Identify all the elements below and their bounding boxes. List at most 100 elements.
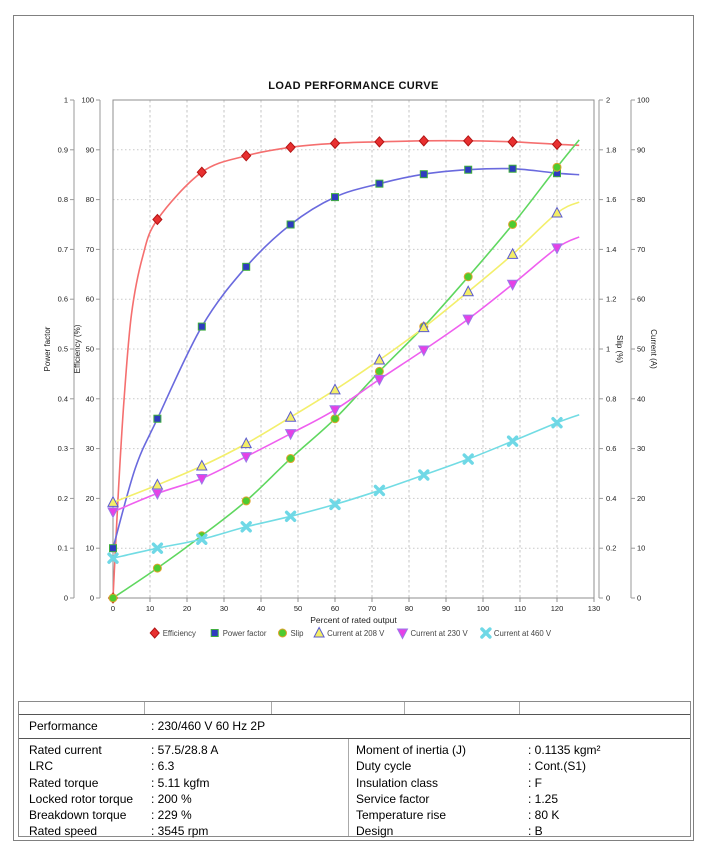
- row-label: Insulation class: [356, 775, 439, 790]
- svg-text:Power factor: Power factor: [43, 326, 52, 371]
- svg-text:0.8: 0.8: [606, 394, 616, 403]
- power-factor-axis: 0 0.1 0.2 0.3 0.4 0.5 0.6 0.7 0.8 0.9 1 Power facto…: [43, 96, 75, 603]
- series-power-factor: [109, 164, 580, 553]
- svg-text:70: 70: [637, 245, 645, 254]
- svg-text:100: 100: [81, 96, 94, 105]
- svg-text:0: 0: [111, 604, 115, 613]
- table-row: Rated current: 57.5/28.8 A: [29, 742, 347, 758]
- svg-text:1.6: 1.6: [606, 195, 616, 204]
- svg-text:120: 120: [551, 604, 564, 613]
- svg-text:0: 0: [64, 594, 68, 603]
- svg-text:0.2: 0.2: [58, 494, 68, 503]
- table-row: Temperature rise: 80 K: [356, 807, 686, 823]
- svg-text:20: 20: [637, 494, 645, 503]
- svg-text:100: 100: [637, 96, 650, 105]
- row-value: : 200 %: [151, 791, 192, 806]
- svg-text:40: 40: [86, 394, 94, 403]
- row-value: : 0.1135 kgm²: [528, 743, 601, 757]
- svg-text:1: 1: [606, 345, 610, 354]
- row-value: : B: [528, 824, 543, 839]
- page-border: [13, 15, 694, 841]
- row-value: : 229 %: [151, 808, 192, 823]
- svg-text:Current at 208 V: Current at 208 V: [327, 629, 385, 638]
- svg-text:80: 80: [405, 604, 413, 613]
- row-label: Duty cycle: [356, 759, 412, 774]
- row-value: : 1.25: [528, 791, 559, 806]
- spec-column-right: Moment of inertia (J): 0.1135 kgm² Duty …: [356, 742, 686, 840]
- row-label: Rated torque: [29, 775, 99, 790]
- svg-text:Current at 230 V: Current at 230 V: [411, 629, 469, 638]
- svg-text:0.3: 0.3: [58, 444, 68, 453]
- svg-text:Power factor: Power factor: [223, 629, 267, 638]
- svg-text:130: 130: [588, 604, 601, 613]
- table-row: Locked rotor torque: 200 %: [29, 791, 347, 807]
- table-row: Rated torque: 5.11 kgfm: [29, 775, 347, 791]
- row-label: LRC: [29, 759, 54, 774]
- svg-text:90: 90: [86, 145, 94, 154]
- series-current-at-230-v: [107, 236, 580, 519]
- plot-frame: [112, 99, 595, 599]
- svg-text:30: 30: [220, 604, 228, 613]
- svg-text:20: 20: [86, 494, 94, 503]
- svg-text:40: 40: [637, 394, 645, 403]
- svg-text:10: 10: [86, 544, 94, 553]
- svg-text:60: 60: [86, 295, 94, 304]
- svg-text:0.6: 0.6: [58, 295, 68, 304]
- svg-text:10: 10: [146, 604, 154, 613]
- series-current-at-208-v: [107, 201, 580, 507]
- svg-text:0.1: 0.1: [58, 544, 68, 553]
- svg-text:0: 0: [606, 594, 610, 603]
- row-value: : Cont.(S1): [528, 759, 587, 774]
- row-label: Design: [356, 824, 394, 839]
- series-current-at-460-v: [107, 413, 580, 564]
- svg-text:90: 90: [442, 604, 450, 613]
- load-performance-chart: 0 0.1 0.2 0.3 0.4 0.5 0.6 0.7 0.8 0.9 1 Power facto…: [43, 96, 658, 640]
- table-row: Breakdown torque : 229 %: [29, 807, 347, 823]
- svg-text:50: 50: [86, 345, 94, 354]
- svg-text:0.8: 0.8: [58, 195, 68, 204]
- svg-text:Current at 460 V: Current at 460 V: [494, 629, 552, 638]
- svg-text:10: 10: [637, 544, 645, 553]
- spec-table-divider: [348, 739, 349, 836]
- svg-text:Percent of rated output: Percent of rated output: [310, 615, 397, 625]
- svg-text:60: 60: [331, 604, 339, 613]
- svg-text:0.7: 0.7: [58, 245, 68, 254]
- svg-text:50: 50: [637, 345, 645, 354]
- svg-text:0.4: 0.4: [58, 394, 68, 403]
- series-efficiency: [107, 135, 580, 604]
- table-row: Duty cycle : Cont.(S1): [356, 758, 686, 774]
- efficiency-axis: 0 10 20 30 40 50 60 70 80 90 100 Efficiency (%): [73, 96, 101, 603]
- performance-label: Performance: [29, 719, 98, 733]
- row-value: : 3545 rpm: [151, 824, 209, 839]
- svg-text:60: 60: [637, 295, 645, 304]
- table-row: Rated speed: 3545 rpm: [29, 823, 347, 839]
- chart-legend: Efficiency Power factor Slip Current at 208…: [149, 626, 552, 640]
- svg-text:70: 70: [86, 245, 94, 254]
- performance-row: Performance : 230/460 V 60 Hz 2P: [19, 715, 690, 739]
- svg-text:Current (A): Current (A): [649, 329, 658, 369]
- spec-table-body: Rated current: 57.5/28.8 A LRC: 6.3 Rate…: [19, 739, 690, 838]
- x-axis: 0 10 20 30 40 50 60 70 80 90 100 110 120 130 Percent o…: [111, 598, 600, 625]
- slip-axis: 0 0.2 0.4 0.6 0.8 1 1.2 1.4 1.6 1.8 2 Slip (%): [598, 96, 624, 603]
- svg-text:110: 110: [514, 604, 526, 613]
- spec-column-left: Rated current: 57.5/28.8 A LRC: 6.3 Rate…: [29, 742, 347, 840]
- chart-title: LOAD PERFORMANCE CURVE: [268, 80, 439, 92]
- svg-text:100: 100: [477, 604, 490, 613]
- svg-text:Slip: Slip: [291, 629, 305, 638]
- svg-text:0.2: 0.2: [606, 544, 616, 553]
- svg-text:30: 30: [637, 444, 645, 453]
- svg-text:Slip (%): Slip (%): [615, 335, 624, 363]
- svg-text:40: 40: [257, 604, 265, 613]
- svg-text:30: 30: [86, 444, 94, 453]
- svg-text:2: 2: [606, 96, 610, 105]
- svg-text:50: 50: [294, 604, 302, 613]
- gridlines: [113, 100, 594, 598]
- svg-text:20: 20: [183, 604, 191, 613]
- performance-value: : 230/460 V 60 Hz 2P: [151, 719, 266, 733]
- table-row: Insulation class: F: [356, 775, 686, 791]
- row-label: Breakdown torque: [29, 808, 127, 823]
- current-axis: 0 10 20 30 40 50 60 70 80 90 100 Current (A): [630, 96, 658, 603]
- table-row: Service factor: 1.25: [356, 791, 686, 807]
- svg-text:1: 1: [64, 96, 68, 105]
